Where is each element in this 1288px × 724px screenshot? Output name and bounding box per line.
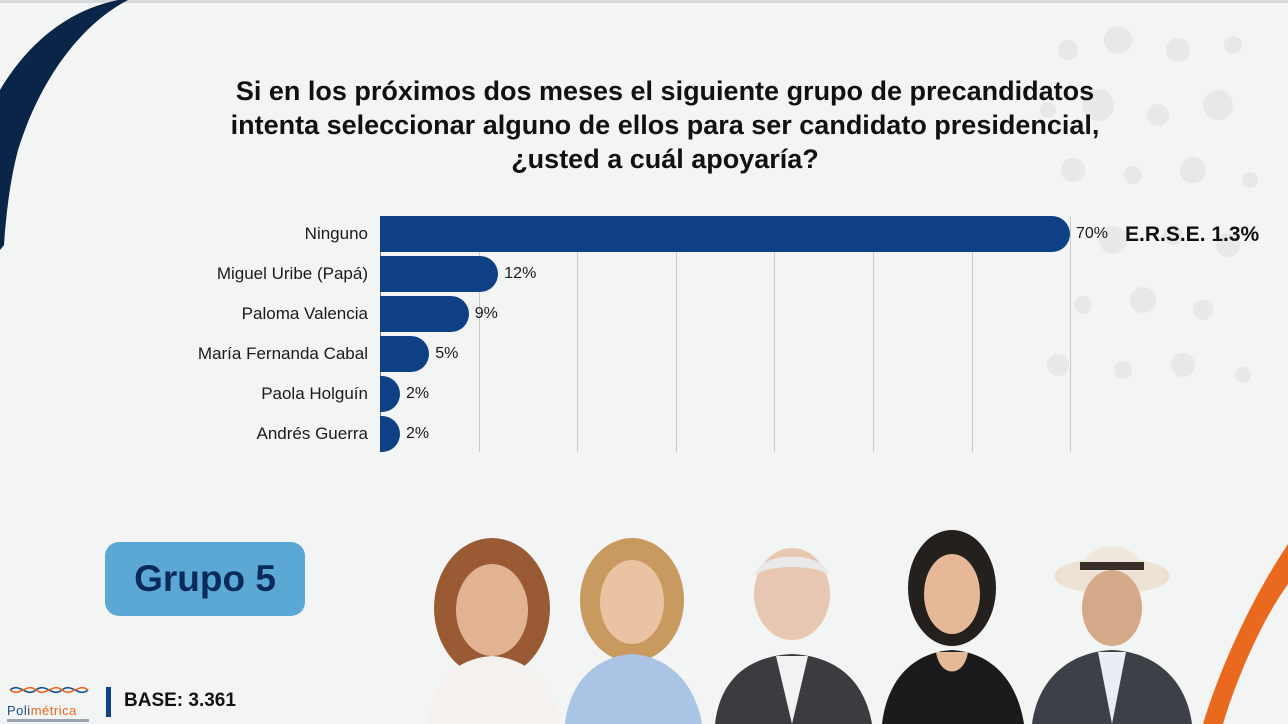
bar [380, 256, 499, 292]
candidate-photo-1 [428, 538, 560, 724]
gridline [1070, 216, 1072, 452]
category-label: Ninguno [304, 224, 368, 243]
candidate-photo-3 [715, 548, 872, 724]
value-label: 70% [1076, 225, 1109, 242]
bar [380, 216, 1070, 252]
gridline [873, 216, 874, 452]
value-label: 2% [406, 385, 430, 402]
bar [380, 296, 469, 332]
value-label: 5% [435, 345, 459, 362]
polimetrica-logo-icon [9, 686, 89, 694]
category-label: Paloma Valencia [241, 304, 368, 323]
gridline [577, 216, 579, 452]
candidate-photo-4 [882, 530, 1024, 724]
category-label: Paola Holguín [261, 384, 368, 403]
bar [380, 376, 400, 412]
bar [380, 416, 400, 452]
logo-tagline-strip [7, 719, 89, 722]
logo-part-1: Poli [7, 703, 31, 718]
value-label: 9% [474, 305, 498, 322]
title-line-1: Si en los próximos dos meses el siguient… [235, 76, 1095, 106]
bar [380, 336, 430, 372]
title-line-2: intenta seleccionar alguno de ellos para… [230, 110, 1100, 140]
right-decorative-swoosh [1203, 544, 1288, 724]
y-axis-line [380, 216, 381, 452]
erse-label: E.R.S.E. 1.3% [1125, 223, 1260, 246]
value-label: 12% [504, 265, 537, 282]
category-label: María Fernanda Cabal [197, 344, 368, 363]
bar-chart: Ninguno 70% Miguel Uribe (Papá) 12% Paloma V… [197, 216, 1109, 452]
left-decorative-swoosh [0, 0, 128, 250]
category-label: Andrés Guerra [256, 424, 369, 443]
gridline [675, 216, 677, 452]
base-label: BASE: 3.361 [124, 690, 236, 711]
gridline [774, 216, 776, 452]
candidate-photos [428, 530, 1192, 724]
candidate-photo-2 [565, 538, 702, 724]
title-line-3: ¿usted a cuál apoyaría? [511, 144, 819, 174]
logo-part-2: métrica [30, 703, 77, 718]
base-accent-bar [106, 687, 111, 717]
top-border [0, 0, 1288, 3]
value-label: 2% [406, 425, 430, 442]
group-badge: Grupo 5 [105, 542, 305, 616]
gridline [478, 216, 480, 452]
category-label: Miguel Uribe (Papá) [216, 264, 368, 283]
chart-title: Si en los próximos dos meses el siguient… [120, 74, 1210, 176]
logo-wordmark: Polimétrica [7, 703, 77, 718]
gridline [971, 216, 973, 452]
candidate-photo-5 [1032, 546, 1192, 724]
